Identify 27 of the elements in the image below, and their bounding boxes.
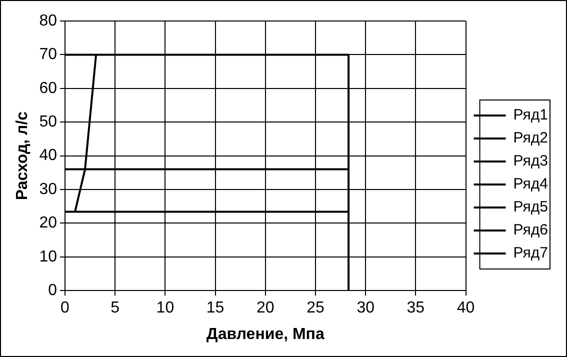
legend-label: Ряд3 [513, 152, 548, 170]
x-tick-label: 10 [156, 300, 174, 317]
x-tick-label: 35 [406, 300, 425, 317]
y-axis-title: Расход, л/с [14, 111, 32, 200]
y-tick-label: 40 [39, 147, 58, 164]
y-tick-label: 80 [39, 12, 58, 30]
legend-label: Ряд4 [513, 176, 548, 193]
x-tick-label: 15 [206, 300, 224, 317]
x-tick-label: 30 [356, 300, 375, 317]
y-tick-label: 10 [39, 248, 58, 266]
legend-label: Ряд1 [513, 106, 548, 124]
x-tick-label: 25 [306, 300, 324, 317]
y-tick-label: 20 [39, 214, 58, 232]
y-tick-label: 0 [48, 282, 58, 300]
x-axis-title: Давление, Мпа [206, 326, 324, 343]
legend-label: Ряд7 [513, 244, 548, 262]
x-tick-label: 20 [256, 300, 274, 317]
y-tick-label: 30 [39, 180, 58, 198]
x-tick-label: 5 [110, 300, 120, 317]
y-tick-label: 60 [39, 80, 58, 97]
legend-label: Ряд6 [513, 222, 548, 239]
y-tick-label: 70 [39, 46, 58, 64]
legend-label: Ряд5 [513, 198, 548, 216]
x-tick-label: 40 [456, 300, 475, 317]
legend-label: Ряд2 [513, 130, 548, 147]
y-tick-label: 50 [39, 114, 58, 131]
x-tick-label: 0 [60, 300, 70, 317]
